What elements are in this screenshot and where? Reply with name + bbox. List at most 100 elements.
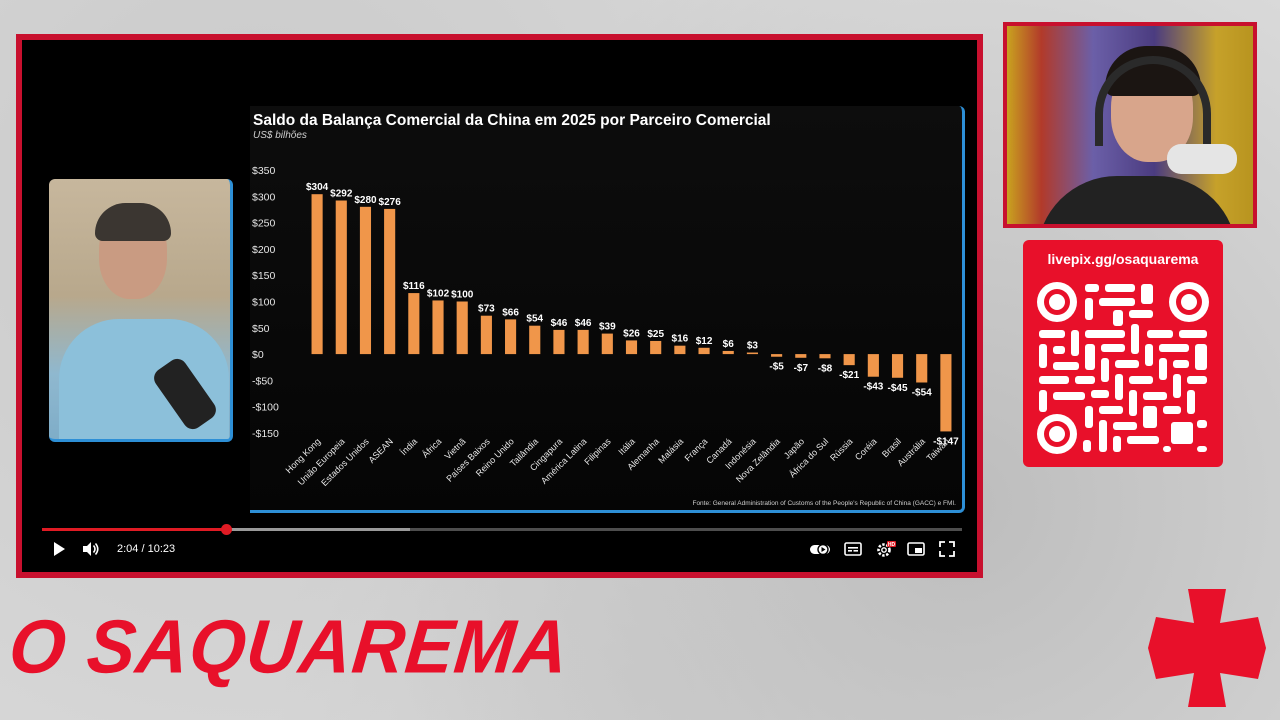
data-label: $25 <box>647 329 664 340</box>
subtitles-button[interactable] <box>844 536 862 557</box>
data-label: -$5 <box>769 362 784 373</box>
data-label: $6 <box>723 339 735 350</box>
webcam-frame <box>1003 22 1257 228</box>
presenter-camera <box>49 179 233 442</box>
player-controls: 2:04 / 10:23 <box>22 536 977 562</box>
bar <box>601 333 613 355</box>
data-label: $3 <box>747 341 759 352</box>
data-label: $46 <box>551 318 568 329</box>
bar <box>722 350 734 355</box>
data-label: -$54 <box>912 388 932 399</box>
y-tick-label: $150 <box>252 270 276 282</box>
chart-title: Saldo da Balança Comercial da China em 2… <box>253 112 771 129</box>
data-label: -$43 <box>863 382 883 393</box>
data-label: $54 <box>526 314 543 325</box>
progress-bar[interactable] <box>42 524 962 535</box>
bar <box>650 340 662 355</box>
bar <box>529 325 541 355</box>
streamer-webcam <box>1007 26 1253 224</box>
data-label: -$21 <box>839 370 859 381</box>
x-tick-label: Filipinas <box>582 436 613 467</box>
x-tick-label: ASEAN <box>366 436 395 465</box>
bar <box>867 354 879 377</box>
bar <box>384 208 396 355</box>
bar <box>335 200 347 355</box>
data-label: $39 <box>599 322 616 333</box>
video-player[interactable]: $350 $300 $250 $200 $150 $100 $50 $0 -$50 -$100 -$… <box>22 40 977 572</box>
autoplay-toggle[interactable] <box>809 536 831 557</box>
brand-logo-text: O SAQUAREMA <box>5 605 573 690</box>
x-tick-label: Coréia <box>853 436 879 462</box>
data-label: $280 <box>354 195 377 206</box>
data-label: -$147 <box>933 436 959 447</box>
cross-logo-icon <box>1148 589 1266 707</box>
y-tick-label: $200 <box>252 244 276 256</box>
data-label: $16 <box>672 334 689 345</box>
data-label: $12 <box>696 336 713 347</box>
livepix-card[interactable]: livepix.gg/osaquarema <box>1023 240 1223 467</box>
bar <box>456 301 468 355</box>
bar <box>625 340 638 355</box>
x-tick-label: Índia <box>398 436 419 457</box>
bar <box>819 354 831 359</box>
play-button[interactable] <box>52 536 66 557</box>
y-tick-label: $350 <box>252 165 276 177</box>
data-label: -$7 <box>794 363 809 374</box>
data-label: $66 <box>502 307 519 318</box>
data-label: $46 <box>575 318 592 329</box>
volume-button[interactable] <box>82 536 100 557</box>
chart-card: $350 $300 $250 $200 $150 $100 $50 $0 -$50 -$100 -$… <box>250 106 965 513</box>
bar <box>795 354 807 358</box>
data-label: $26 <box>623 328 640 339</box>
hd-badge: HD <box>888 542 896 548</box>
bar <box>746 352 758 355</box>
data-label: $73 <box>478 304 495 315</box>
bar <box>311 194 323 355</box>
settings-button[interactable]: HD <box>876 536 896 557</box>
time-display: 2:04 / 10:23 <box>117 543 176 555</box>
y-tick-label: $250 <box>252 218 276 230</box>
streamer-microphone <box>1167 144 1237 174</box>
play-icon <box>54 542 65 556</box>
chart-source: Fonte: General Administration of Customs… <box>692 500 956 507</box>
fullscreen-icon <box>939 541 955 557</box>
data-label: $276 <box>379 197 402 208</box>
autoplay-toggle-icon <box>810 543 830 556</box>
x-tick-label: Rússia <box>828 436 855 463</box>
presenter-hair <box>95 203 171 241</box>
volume-icon <box>83 542 99 556</box>
miniplayer-button[interactable] <box>907 536 925 557</box>
scrubber-handle[interactable] <box>221 524 232 535</box>
bar <box>553 329 565 355</box>
y-tick-label: -$100 <box>252 402 279 414</box>
miniplayer-icon <box>907 542 925 556</box>
bar-chart: $350 $300 $250 $200 $150 $100 $50 $0 -$50 -$100 -$… <box>252 165 959 488</box>
played-bar <box>42 528 226 531</box>
bar <box>674 345 686 355</box>
subtitles-icon <box>844 542 862 556</box>
data-label: -$8 <box>818 363 833 374</box>
bar <box>940 354 952 432</box>
settings-icon: HD <box>877 541 896 557</box>
bar <box>480 315 492 355</box>
data-label: $292 <box>330 189 353 200</box>
bar <box>916 354 928 383</box>
livepix-url[interactable]: livepix.gg/osaquarema <box>1047 251 1199 267</box>
headphones <box>1095 56 1211 146</box>
y-tick-label: -$150 <box>252 428 279 440</box>
bar <box>891 354 904 378</box>
chart-subtitle: US$ bilhões <box>253 130 307 141</box>
fullscreen-button[interactable] <box>939 536 955 557</box>
bar <box>408 293 420 355</box>
data-label: $116 <box>403 281 425 292</box>
qr-code-icon[interactable] <box>1035 280 1211 456</box>
y-tick-label: -$50 <box>252 375 273 387</box>
y-tick-label: $0 <box>252 349 264 361</box>
x-tick-label: Itália <box>616 436 637 457</box>
x-tick-label: Malásia <box>656 436 685 465</box>
data-label: $100 <box>451 290 474 301</box>
data-label: $102 <box>427 288 450 299</box>
bar <box>771 354 783 357</box>
data-label: -$45 <box>888 383 908 394</box>
video-player-frame: $350 $300 $250 $200 $150 $100 $50 $0 -$50 -$100 -$… <box>16 34 983 578</box>
